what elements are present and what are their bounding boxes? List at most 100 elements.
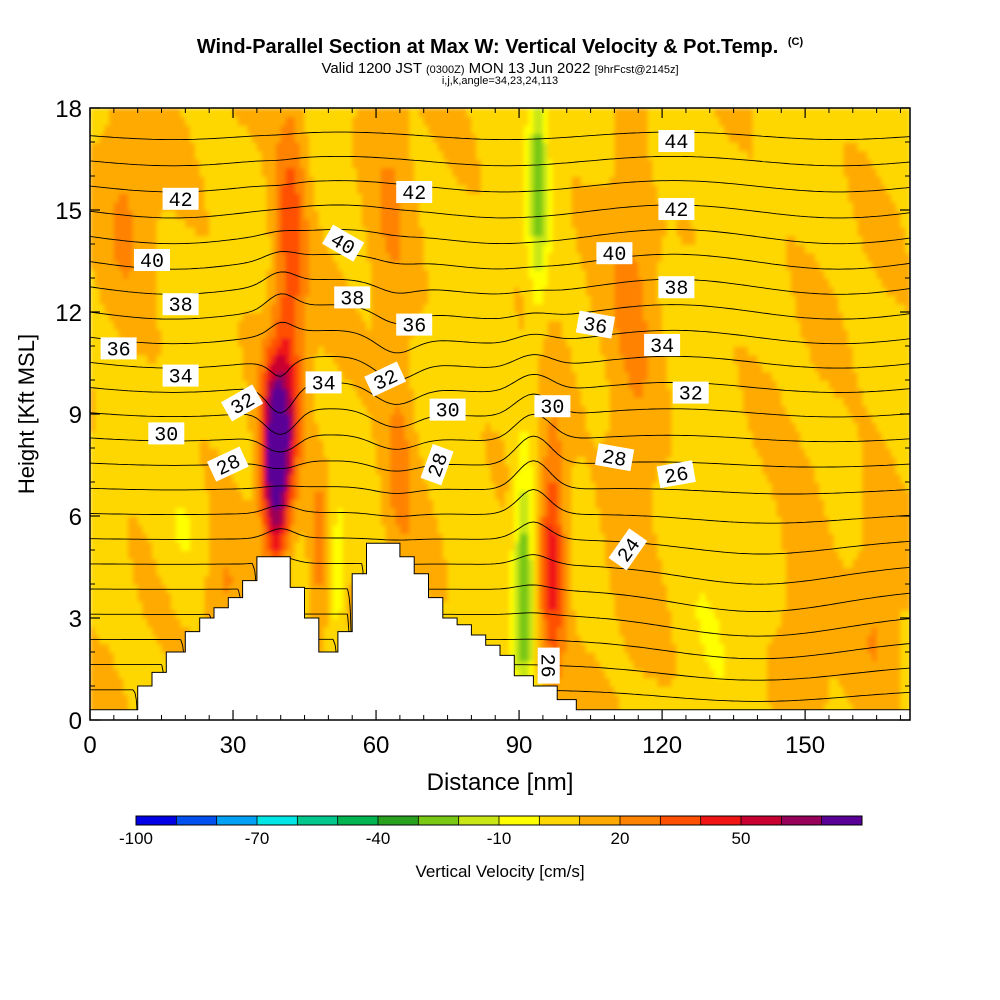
velocity-cell — [304, 261, 311, 271]
velocity-cell — [104, 235, 110, 245]
velocity-cell — [128, 108, 134, 118]
velocity-cell — [137, 133, 144, 143]
velocity-cell — [304, 329, 311, 339]
velocity-cell — [414, 346, 420, 356]
velocity-cell — [223, 252, 230, 262]
velocity-cell — [252, 176, 258, 186]
velocity-cell — [261, 397, 268, 407]
velocity-cell — [99, 320, 106, 330]
velocity-cell — [352, 125, 358, 135]
velocity-cell — [142, 465, 148, 475]
velocity-cell — [333, 312, 339, 322]
velocity-cell — [180, 159, 187, 169]
velocity-cell — [185, 439, 191, 449]
velocity-cell — [123, 388, 129, 398]
velocity-cell — [233, 193, 239, 203]
velocity-cell — [376, 193, 382, 203]
velocity-cell — [385, 142, 392, 152]
velocity-cell — [275, 448, 282, 458]
velocity-cell — [152, 108, 158, 118]
velocity-cell — [390, 261, 396, 271]
velocity-cell — [113, 363, 120, 373]
velocity-cell — [90, 159, 96, 169]
velocity-cell — [285, 473, 292, 483]
velocity-cell — [371, 133, 377, 143]
velocity-cell — [223, 142, 230, 152]
velocity-cell — [199, 244, 206, 254]
velocity-cell — [209, 159, 215, 169]
velocity-cell — [395, 388, 401, 398]
velocity-cell — [218, 558, 225, 568]
velocity-cell — [132, 592, 139, 602]
velocity-cell — [209, 235, 215, 245]
velocity-cell — [347, 320, 353, 330]
velocity-cell — [99, 677, 106, 687]
velocity-cell — [333, 550, 339, 560]
velocity-cell — [266, 312, 272, 322]
velocity-cell — [252, 133, 258, 143]
velocity-cell — [252, 244, 258, 254]
velocity-cell — [90, 320, 96, 330]
velocity-cell — [94, 550, 101, 560]
velocity-cell — [299, 261, 306, 271]
velocity-cell — [209, 269, 215, 279]
velocity-cell — [199, 235, 206, 245]
velocity-cell — [109, 252, 115, 262]
velocity-cell — [371, 473, 377, 483]
velocity-cell — [199, 567, 206, 577]
velocity-cell — [94, 329, 101, 339]
velocity-cell — [275, 388, 282, 398]
velocity-cell — [99, 218, 106, 228]
velocity-cell — [132, 601, 139, 611]
velocity-cell — [309, 456, 315, 466]
velocity-cell — [280, 380, 287, 390]
velocity-cell — [328, 448, 334, 458]
velocity-cell — [304, 244, 311, 254]
velocity-cell — [180, 167, 187, 177]
velocity-cell — [242, 482, 249, 492]
velocity-cell — [190, 337, 196, 347]
velocity-cell — [366, 244, 373, 254]
velocity-cell — [309, 329, 315, 339]
velocity-cell — [152, 456, 158, 466]
velocity-cell — [357, 448, 363, 458]
velocity-cell — [314, 465, 320, 475]
velocity-cell — [261, 380, 268, 390]
velocity-cell — [390, 159, 396, 169]
velocity-cell — [314, 541, 320, 551]
velocity-cell — [90, 405, 96, 415]
velocity-cell — [123, 167, 129, 177]
velocity-cell — [175, 397, 182, 407]
velocity-cell — [209, 261, 215, 271]
velocity-cell — [295, 490, 301, 500]
velocity-cell — [156, 150, 163, 160]
velocity-cell — [390, 337, 396, 347]
velocity-cell — [128, 516, 134, 526]
velocity-cell — [190, 516, 196, 526]
velocity-cell — [171, 558, 177, 568]
velocity-cell — [361, 448, 368, 458]
velocity-cell — [409, 142, 415, 152]
velocity-cell — [204, 150, 210, 160]
velocity-cell — [94, 218, 101, 228]
velocity-cell — [137, 643, 144, 653]
velocity-cell — [233, 184, 239, 194]
velocity-cell — [376, 269, 382, 279]
velocity-cell — [409, 150, 415, 160]
velocity-cell — [199, 456, 206, 466]
velocity-cell — [290, 575, 296, 585]
velocity-cell — [142, 431, 148, 441]
velocity-cell — [261, 244, 268, 254]
velocity-cell — [147, 320, 153, 330]
velocity-cell — [147, 312, 153, 322]
velocity-cell — [237, 261, 244, 271]
velocity-cell — [228, 550, 234, 560]
velocity-cell — [218, 201, 225, 211]
velocity-cell — [171, 499, 177, 509]
velocity-cell — [94, 533, 101, 543]
velocity-cell — [318, 235, 325, 245]
velocity-cell — [185, 550, 191, 560]
velocity-cell — [128, 252, 134, 262]
velocity-cell — [194, 388, 201, 398]
velocity-cell — [280, 431, 287, 441]
